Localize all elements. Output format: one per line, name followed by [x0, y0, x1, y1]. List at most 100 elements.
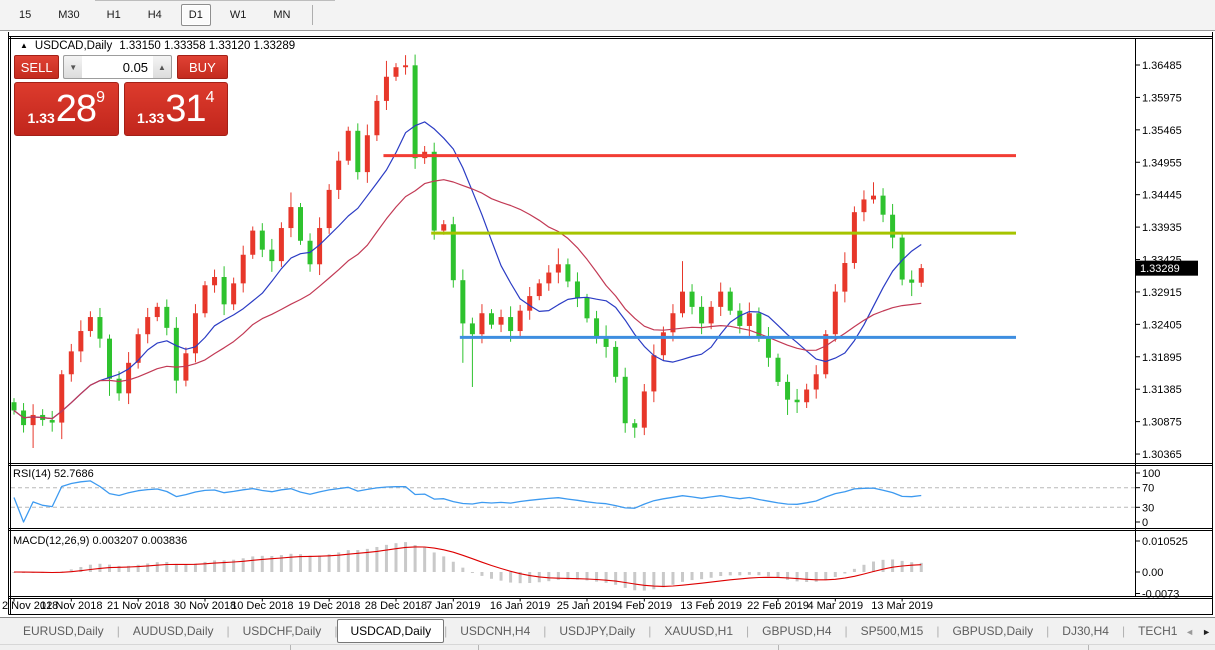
candle-body — [775, 357, 781, 382]
timeframe-button-mn[interactable]: MN — [273, 9, 291, 21]
candle-body — [250, 230, 256, 255]
candle-body — [918, 268, 924, 283]
macd-histogram-bar — [614, 572, 618, 585]
status-bar-strip — [0, 644, 1215, 650]
candle-body — [546, 272, 552, 284]
macd-histogram-bar — [213, 560, 217, 572]
date-label: 19 Dec 2018 — [298, 600, 360, 612]
candle-body — [565, 264, 571, 282]
candle-body — [240, 254, 246, 284]
candle-body — [498, 317, 504, 325]
macd-histogram-bar — [337, 552, 341, 572]
chart-tab-sp500-m15[interactable]: SP500,M15 — [860, 624, 924, 638]
candle-body — [145, 317, 151, 335]
chart-plot[interactable]: 1.364851.359751.354651.349551.344451.339… — [0, 0, 1215, 618]
ask-quote-button[interactable]: 1.33 31 4 — [123, 82, 228, 136]
buy-button[interactable]: BUY — [176, 55, 228, 79]
candle-body — [317, 228, 323, 265]
rsi-pane[interactable] — [11, 480, 1135, 523]
chart-tab-eurusd-daily[interactable]: EURUSD,Daily — [23, 624, 104, 638]
candle-body — [326, 189, 332, 229]
macd-histogram-bar — [155, 562, 159, 572]
chart-tab-xauusd-h1[interactable]: XAUUSD,H1 — [664, 624, 734, 638]
candle-body — [183, 353, 189, 381]
bid-quote-button[interactable]: 1.33 28 9 — [14, 82, 119, 136]
candle-body — [756, 313, 762, 337]
candle-body — [431, 151, 437, 231]
candle-body — [231, 283, 237, 305]
macd-tick-label: 0.010525 — [1142, 536, 1188, 548]
macd-histogram-bar — [738, 572, 742, 576]
macd-histogram-bar — [251, 556, 255, 572]
candle-body — [823, 334, 829, 375]
volume-decrease-icon[interactable]: ▼ — [63, 55, 83, 79]
chart-tab-gbpusd-h4[interactable]: GBPUSD,H4 — [762, 624, 832, 638]
date-label: 4 Mar 2019 — [807, 600, 863, 612]
chart-tab-usdjpy-daily[interactable]: USDJPY,Daily — [559, 624, 636, 638]
timeframe-button-d1[interactable]: D1 — [180, 4, 211, 26]
chart-tab-audusd-daily[interactable]: AUDUSD,Daily — [132, 624, 214, 638]
date-label: 12 Nov 2018 — [40, 600, 102, 612]
macd-histogram-bar — [127, 565, 131, 572]
candle-body — [574, 281, 580, 298]
candle-body — [374, 100, 380, 136]
chart-tab-usdcnh-h4[interactable]: USDCNH,H4 — [460, 624, 531, 638]
candle-body — [78, 331, 84, 352]
chart-tab-gbpusd-daily[interactable]: GBPUSD,Daily — [952, 624, 1034, 638]
main-pane[interactable] — [11, 54, 1017, 449]
timeframe-button-w1[interactable]: W1 — [229, 9, 247, 21]
macd-histogram-bar — [442, 556, 446, 572]
tab-scroll-right-icon[interactable]: ► — [1202, 626, 1211, 637]
macd-histogram-bar — [575, 572, 579, 580]
collapse-quote-panel-icon[interactable]: ▲ — [20, 41, 28, 50]
macd-pane[interactable] — [12, 542, 923, 591]
candle-body — [890, 214, 896, 238]
macd-histogram-bar — [585, 572, 589, 581]
price-tick-label: 1.33935 — [1142, 222, 1182, 234]
macd-histogram-bar — [709, 572, 713, 578]
timeframe-button-15[interactable]: 15 — [19, 9, 32, 21]
toolbar-divider — [95, 0, 335, 1]
timeframe-button-m30[interactable]: M30 — [58, 9, 80, 21]
macd-histogram-bar — [413, 545, 417, 572]
candle-body — [87, 317, 93, 332]
price-tick-label: 1.35465 — [1142, 125, 1182, 137]
current-price-tag-label: 1.33289 — [1140, 263, 1180, 275]
volume-increase-icon[interactable]: ▲ — [153, 55, 172, 79]
candle-body — [794, 399, 800, 403]
candle-body — [202, 285, 208, 314]
chart-tab-usdcad-daily[interactable]: USDCAD,Daily — [337, 619, 445, 643]
candle-body — [641, 391, 647, 428]
candle-body — [555, 264, 561, 273]
date-label: 28 Dec 2018 — [365, 600, 427, 612]
rsi-tick-label: 30 — [1142, 502, 1154, 514]
chart-tab-dj30-h4[interactable]: DJ30,H4 — [1062, 624, 1109, 638]
price-tick-label: 1.34445 — [1142, 190, 1182, 202]
candle-body — [727, 291, 733, 311]
macd-histogram-bar — [79, 566, 83, 572]
macd-histogram-bar — [814, 572, 818, 582]
candle-body — [278, 228, 284, 262]
macd-histogram-bar — [480, 572, 484, 576]
macd-histogram-bar — [232, 559, 236, 572]
tab-scroll-left-icon[interactable]: ◄ — [1185, 626, 1195, 637]
candle-body — [212, 277, 218, 286]
price-tick-label: 1.30875 — [1142, 417, 1182, 429]
candle-body — [364, 135, 370, 173]
macd-histogram-bar — [509, 572, 513, 583]
rsi-line — [13, 480, 922, 523]
macd-histogram-bar — [432, 552, 436, 572]
volume-input[interactable] — [82, 55, 154, 79]
macd-histogram-bar — [528, 572, 532, 583]
candle-body — [469, 323, 475, 335]
candle-body — [49, 420, 55, 423]
macd-histogram-bar — [661, 572, 665, 588]
macd-histogram-bar — [318, 555, 322, 572]
candle-body — [135, 334, 141, 363]
sell-button[interactable]: SELL — [14, 55, 60, 79]
chart-tab-usdchf-daily[interactable]: USDCHF,Daily — [242, 624, 322, 638]
timeframe-button-h1[interactable]: H1 — [106, 9, 121, 21]
tab-separator: | — [844, 624, 848, 638]
macd-histogram-bar — [308, 555, 312, 572]
timeframe-button-h4[interactable]: H4 — [147, 9, 162, 21]
